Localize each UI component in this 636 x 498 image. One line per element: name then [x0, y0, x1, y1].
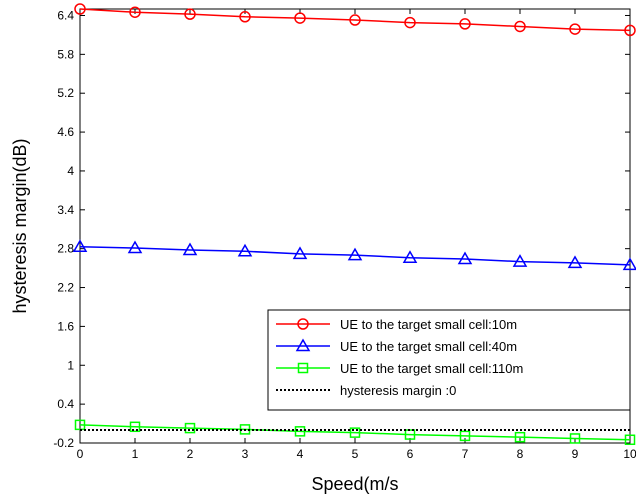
legend-item: UE to the target small cell:40m	[276, 338, 517, 354]
y-tick-label: 4	[67, 164, 74, 178]
data-point	[624, 434, 636, 446]
legend-marker	[297, 362, 309, 374]
y-tick-label: 3.4	[57, 203, 74, 217]
data-point	[129, 6, 141, 18]
y-tick-label: 1	[67, 358, 74, 372]
x-tick-label: 10	[623, 447, 636, 461]
x-tick-label: 6	[407, 447, 414, 461]
legend-item: hysteresis margin :0	[276, 383, 456, 398]
data-point	[569, 433, 581, 444]
y-axis-label: hysteresis margin(dB)	[10, 138, 30, 313]
data-point	[127, 240, 143, 254]
data-point	[459, 18, 471, 30]
data-point	[514, 20, 526, 33]
data-point	[567, 255, 583, 269]
data-point	[74, 3, 86, 15]
data-point	[237, 243, 253, 257]
data-point	[239, 11, 251, 23]
data-point	[514, 431, 526, 443]
y-tick-label: 5.8	[57, 47, 74, 61]
x-tick-label: 1	[132, 447, 139, 461]
legend-label: UE to the target small cell:10m	[340, 317, 517, 332]
legend-marker	[297, 318, 309, 330]
data-point	[129, 421, 141, 433]
y-tick-label: 0.4	[57, 397, 74, 411]
x-tick-label: 7	[462, 447, 469, 461]
data-point	[182, 242, 198, 256]
data-point	[347, 247, 363, 261]
legend-item: UE to the target small cell:110m	[276, 361, 523, 376]
data-point	[292, 246, 308, 260]
y-tick-label: 1.6	[57, 319, 74, 333]
axis-ticks: 0 1 2 3 4 5 6 7 8 9 10 -0.2 0.4 1 1.6 2.2 2.8 3.4 4 4.6 5.2 5…	[53, 8, 636, 461]
x-tick-label: 4	[297, 447, 304, 461]
data-point	[294, 12, 306, 24]
series-1	[74, 3, 636, 37]
series-line	[79, 424, 631, 441]
x-tick-label: 9	[572, 447, 579, 461]
series-2	[72, 239, 636, 271]
x-tick-label: 2	[187, 447, 194, 461]
data-point	[459, 430, 471, 442]
data-point	[622, 257, 636, 271]
data-point	[512, 254, 528, 267]
legend: UE to the target small cell:10m UE to the…	[267, 309, 631, 411]
data-point	[184, 8, 196, 20]
y-tick-label: -0.2	[53, 436, 74, 450]
series-line	[79, 245, 631, 266]
data-point	[349, 14, 361, 26]
legend-box	[267, 309, 631, 411]
series-3	[74, 419, 636, 446]
legend-marker	[295, 338, 311, 352]
data-point	[402, 250, 418, 263]
x-tick-label: 5	[352, 447, 359, 461]
series-line	[79, 8, 631, 32]
data-point	[294, 426, 306, 437]
y-tick-label: 6.4	[57, 8, 74, 22]
legend-label: UE to the target small cell:110m	[340, 361, 523, 376]
y-tick-label: 5.2	[57, 86, 74, 100]
x-tick-label: 3	[242, 447, 249, 461]
data-point	[349, 427, 361, 438]
data-point	[457, 251, 473, 265]
x-axis-label: Speed(m/s	[311, 474, 398, 494]
x-tick-label: 8	[517, 447, 524, 461]
data-point	[184, 422, 196, 434]
x-tick-label: 0	[77, 447, 84, 461]
data-point	[72, 239, 88, 252]
legend-label: hysteresis margin :0	[340, 383, 456, 398]
data-point	[569, 23, 581, 35]
legend-item: UE to the target small cell:10m	[276, 317, 517, 332]
data-point	[624, 24, 636, 37]
series-group	[72, 3, 636, 446]
data-point	[404, 16, 416, 29]
y-tick-label: 2.2	[57, 281, 74, 295]
legend-label: UE to the target small cell:40m	[340, 339, 517, 354]
y-tick-label: 4.6	[57, 125, 74, 139]
y-tick-label: 2.8	[57, 242, 74, 256]
